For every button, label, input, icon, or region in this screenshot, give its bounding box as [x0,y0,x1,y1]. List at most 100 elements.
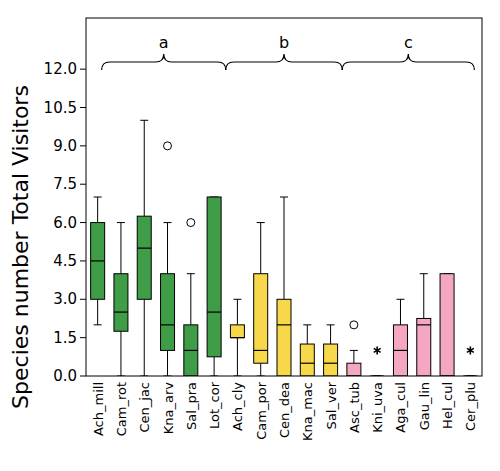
box [300,344,314,376]
whisker-high [167,223,168,274]
whisker-high [97,197,98,223]
median [393,350,407,351]
box [114,274,128,332]
y-tick [80,107,86,108]
x-tick-label: Sal_ver [324,381,339,429]
box [230,325,244,338]
median [417,324,431,325]
y-tick [80,260,86,261]
whisker-high [330,325,331,344]
y-tick-label: 9.0 [53,137,77,155]
whisker-low [260,363,261,376]
median [114,311,128,312]
whisker-cap-high [350,350,358,351]
x-tick-label: Lot_cor [207,381,222,429]
whisker-low [237,338,238,376]
x-tick-label: Cam_por [254,381,269,439]
whisker-low [167,350,168,376]
x-tick-label: Hel_cul [440,382,455,429]
extreme [467,346,474,354]
whisker-cap-high [140,120,148,121]
y-tick-label: 12.0 [44,60,77,78]
whisker-cap-high [94,197,102,198]
y-tick [80,222,86,223]
group-label: a [159,33,169,52]
outlier [187,219,195,227]
whisker-high [190,274,191,325]
x-tick-label: Kna_arv [161,382,176,435]
whisker-cap-high [257,222,265,223]
median [184,350,198,351]
y-tick [80,376,86,377]
box [137,216,151,299]
whisker-high [284,197,285,299]
box [440,274,454,376]
whisker-high [120,223,121,274]
extreme [374,346,381,354]
median [207,311,221,312]
whisker-high [260,223,261,274]
group-label: b [279,33,289,52]
x-tick-label: Kni_uva [370,382,385,433]
y-tick-label: 6.0 [53,214,77,232]
whisker-low [144,299,145,376]
whisker-cap-high [164,222,172,223]
x-tick-label: Sal_pra [184,382,199,430]
y-tick-label: 4.5 [53,252,77,270]
whisker-high [353,350,354,363]
box [277,299,291,376]
group-bracket [102,54,226,70]
x-tick-label: Ach_mill [91,382,106,436]
median [230,337,244,338]
box [324,344,338,376]
whisker-cap-high [396,299,404,300]
frame [86,18,482,376]
box [393,325,407,376]
whisker-cap-high [280,197,288,198]
chart: 0.01.53.04.56.07.59.010.512.0Species num… [0,0,500,471]
whisker-cap-low [94,324,102,325]
box [347,363,361,376]
x-tick-label: Aga_cul [393,382,408,433]
median [254,350,268,351]
whisker-low [120,331,121,376]
whisker-cap-high [303,324,311,325]
y-axis-label: Species number Total Visitors [8,85,33,409]
median [161,324,175,325]
x-tick-label: Kna_mac [300,382,315,441]
median [300,363,314,364]
box [161,274,175,351]
whisker-high [237,299,238,325]
whisker-high [400,299,401,325]
box [254,274,268,364]
box [207,197,221,357]
y-tick [80,69,86,70]
y-tick [80,184,86,185]
y-tick-label: 0.0 [53,367,77,385]
group-bracket [226,54,342,70]
box [417,318,431,376]
median [91,260,105,261]
whisker-cap-high [420,273,428,274]
y-tick-label: 1.5 [53,329,77,347]
group-bracket [342,54,474,70]
y-tick-label: 3.0 [53,290,77,308]
boxes [91,120,478,376]
median [324,363,338,364]
x-tick-label: Ach_cly [230,382,245,431]
outlier [350,321,358,329]
whisker-low [97,299,98,325]
whisker-cap-high [187,273,195,274]
whisker-high [423,274,424,319]
whisker-cap-high [117,222,125,223]
y-tick-label: 10.5 [44,99,77,117]
x-tick-label: Asc_tub [347,382,362,433]
y-tick [80,299,86,300]
box [184,325,198,376]
whisker-cap-high [327,324,335,325]
outlier [164,142,172,150]
y-tick [80,337,86,338]
group-label: c [404,33,413,52]
whisker-cap-high [233,299,241,300]
median [277,324,291,325]
